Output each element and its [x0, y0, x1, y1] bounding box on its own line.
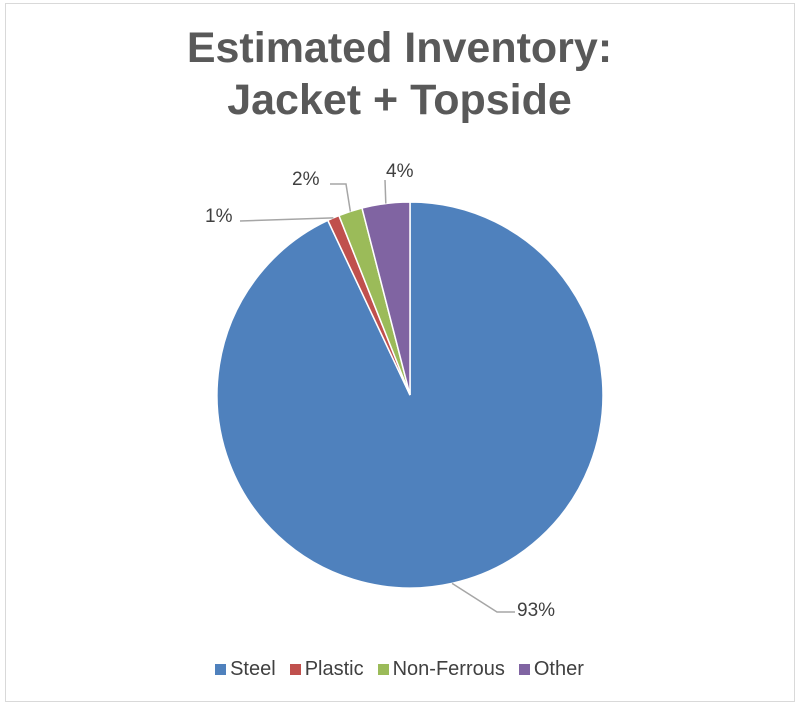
data-label-other: 4%	[386, 161, 414, 182]
leader-line-non-ferrous	[330, 183, 352, 212]
legend: Steel Plastic Non-Ferrous Other	[0, 658, 799, 681]
pie-slice-other	[361, 201, 411, 396]
legend-item-non-ferrous: Non-Ferrous	[377, 658, 505, 681]
legend-swatch-plastic	[289, 664, 301, 675]
chart-title-line-2: Jacket + Topside	[227, 76, 572, 124]
chart-title: Estimated Inventory: Jacket + Topside	[0, 22, 799, 126]
data-label-non-ferrous: 2%	[292, 169, 320, 190]
legend-item-plastic: Plastic	[289, 658, 364, 681]
leader-line-plastic	[239, 217, 334, 222]
legend-swatch-other	[518, 664, 530, 675]
legend-item-steel: Steel	[215, 658, 276, 681]
chart-title-line-1: Estimated Inventory:	[186, 24, 613, 72]
legend-label-steel: Steel	[230, 658, 276, 680]
leader-line-other	[384, 179, 387, 204]
data-label-plastic: 1%	[205, 206, 233, 227]
legend-label-other: Other	[533, 658, 584, 680]
legend-item-other: Other	[518, 658, 584, 681]
legend-label-plastic: Plastic	[304, 658, 364, 680]
legend-swatch-non-ferrous	[377, 664, 389, 675]
legend-swatch-steel	[215, 664, 227, 675]
legend-label-non-ferrous: Non-Ferrous	[392, 658, 505, 680]
leader-line-steel	[451, 582, 515, 613]
data-label-steel: 93%	[517, 600, 555, 621]
